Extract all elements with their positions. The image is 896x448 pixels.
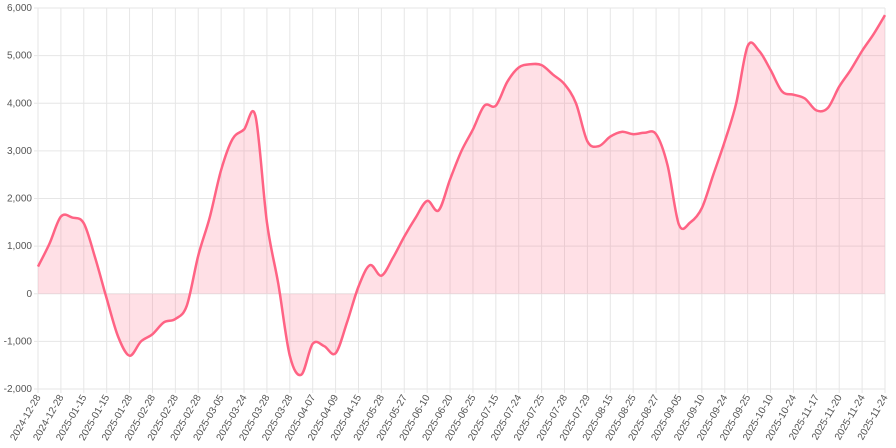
area: [38, 15, 885, 376]
y-tick-label: 0: [26, 289, 32, 300]
y-tick-label: 2,000: [7, 194, 32, 205]
line: [36, 14, 887, 377]
y-tick-label: -1,000: [4, 336, 33, 347]
y-tick-label: 4,000: [7, 98, 32, 109]
y-tick-label: 1,000: [7, 241, 32, 252]
y-tick-label: 6,000: [7, 3, 32, 14]
y-tick-label: -2,000: [4, 384, 33, 395]
y-tick-label: 3,000: [7, 146, 32, 157]
y-tick-label: 5,000: [7, 51, 32, 62]
